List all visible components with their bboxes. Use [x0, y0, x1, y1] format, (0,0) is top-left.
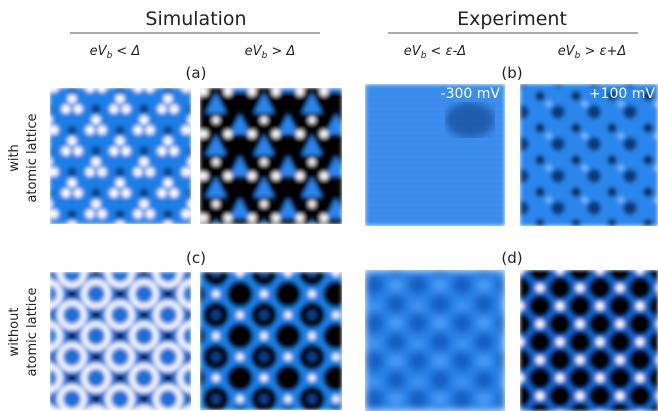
column-label: eVb > ε+Δ: [558, 44, 627, 61]
image-panel: [365, 270, 505, 411]
row-label: with: [7, 144, 22, 172]
panel-label: (d): [501, 249, 522, 267]
image-panel: [520, 270, 658, 411]
image-panel: [200, 272, 342, 410]
panel-label: (c): [186, 249, 206, 267]
image-panel: [50, 88, 191, 224]
panel-label: (b): [501, 64, 522, 82]
column-label: eVb > Δ: [245, 44, 296, 61]
image-feature: [445, 102, 495, 138]
image-panel: [50, 272, 191, 410]
header-title: Simulation: [145, 8, 246, 30]
bias-label: +100 mV: [589, 86, 656, 102]
figure: Simulation Experiment eVb < Δ eVb > Δ eV…: [0, 0, 658, 411]
row-label: without: [7, 308, 22, 357]
image-panel: [520, 84, 658, 226]
bias-label: -300 mV: [441, 86, 501, 102]
row-label: atomic lattice: [25, 113, 40, 202]
column-label: eVb < ε-Δ: [404, 44, 466, 61]
header-title: Experiment: [457, 8, 567, 30]
image-panel: [200, 88, 342, 224]
column-label: eVb < Δ: [90, 44, 141, 61]
row-label: atomic lattice: [25, 287, 40, 376]
panel-label: (a): [186, 64, 207, 82]
